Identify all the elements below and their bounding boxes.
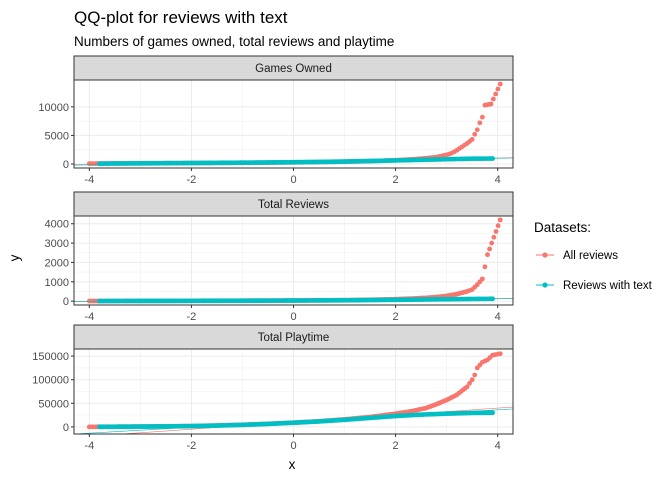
panel-total-playtime: Total Playtime 0 50000 100000 150000 -4 -2 0 2 4 xyxy=(32,324,514,452)
data-point xyxy=(479,276,485,282)
y-tick-label: 0 xyxy=(63,422,69,434)
y-tick-label: 100000 xyxy=(32,375,69,387)
y-tick-label: 0 xyxy=(63,296,69,308)
data-point xyxy=(474,127,480,133)
y-tick-label: 3000 xyxy=(45,238,69,250)
data-point xyxy=(464,384,470,390)
data-point xyxy=(472,131,478,137)
data-point xyxy=(485,252,490,258)
x-tick-label: 0 xyxy=(290,440,296,452)
y-tick-label: 5000 xyxy=(45,130,69,142)
data-point xyxy=(488,101,494,107)
x-tick-label: -4 xyxy=(84,174,94,186)
x-tick-label: -4 xyxy=(84,440,94,452)
legend-entry-reviews-with-text: Reviews with text xyxy=(536,280,653,292)
x-tick-label: -2 xyxy=(187,311,197,323)
series-reviews-with-text xyxy=(74,156,513,167)
chart-title: QQ-plot for reviews with text xyxy=(74,8,288,27)
data-point xyxy=(490,410,495,416)
legend-entries: All reviews Reviews with text xyxy=(536,250,653,292)
data-point xyxy=(497,217,503,223)
chart-subtitle: Numbers of games owned, total reviews an… xyxy=(74,34,394,49)
data-point xyxy=(479,114,485,120)
data-point xyxy=(472,372,478,378)
x-tick-label: -4 xyxy=(84,311,94,323)
data-point xyxy=(469,377,475,383)
y-tick-label: 150000 xyxy=(32,351,69,363)
x-tick-label: 4 xyxy=(495,440,501,452)
series-reviews-with-text xyxy=(74,408,513,434)
data-layer xyxy=(74,217,513,304)
data-point xyxy=(482,264,488,270)
data-point xyxy=(487,246,493,252)
panel-total-reviews: Total Reviews 0 1000 2000 3000 4000 -4 -2 0 2 4 xyxy=(45,191,514,323)
y-tick-label: 10000 xyxy=(38,102,69,114)
x-tick-label: 4 xyxy=(495,174,501,186)
x-tick-label: 0 xyxy=(290,311,296,323)
data-point xyxy=(493,91,499,97)
x-tick-label: 2 xyxy=(393,174,399,186)
legend-title: Datasets: xyxy=(534,220,591,235)
legend-label: Reviews with text xyxy=(563,280,653,292)
x-tick-label: 2 xyxy=(393,311,399,323)
data-point xyxy=(477,120,483,126)
data-point xyxy=(495,223,501,229)
data-point xyxy=(469,137,475,142)
y-axis-title: y xyxy=(7,254,22,261)
panel-games-owned: Games Owned 0 5000 10000 -4 -2 0 2 4 xyxy=(38,55,514,186)
legend-key-point xyxy=(542,252,548,258)
x-tick-label: -2 xyxy=(187,174,197,186)
qq-reference-line xyxy=(74,298,513,302)
strip-total-reviews xyxy=(73,191,514,217)
data-point xyxy=(490,96,496,102)
data-point xyxy=(495,86,501,92)
legend-entry-all-reviews: All reviews xyxy=(536,250,618,262)
x-tick-label: -2 xyxy=(187,440,197,452)
x-tick-label: 0 xyxy=(290,174,296,186)
y-tick-label: 4000 xyxy=(45,219,69,231)
strip-label: Total Playtime xyxy=(258,332,330,344)
legend-label: All reviews xyxy=(563,250,618,262)
x-tick-label: 4 xyxy=(495,311,501,323)
qq-reference-line xyxy=(74,408,513,434)
x-axis-title: x xyxy=(289,457,296,472)
data-layer xyxy=(74,351,513,434)
data-layer xyxy=(74,81,513,167)
data-point xyxy=(493,229,499,234)
qq-reference-line xyxy=(74,157,513,166)
y-tick-label: 50000 xyxy=(38,398,69,410)
panel-border xyxy=(73,215,514,306)
data-point xyxy=(491,234,497,240)
y-tick-label: 2000 xyxy=(45,257,69,269)
series-reviews-with-text xyxy=(74,296,513,304)
y-tick-label: 1000 xyxy=(45,277,69,289)
panel-border xyxy=(73,79,514,169)
panel-border xyxy=(73,348,514,435)
data-point xyxy=(467,380,473,386)
legend-key-point xyxy=(542,282,548,288)
x-tick-label: 2 xyxy=(393,440,399,452)
data-point xyxy=(497,81,503,87)
strip-label: Games Owned xyxy=(255,63,332,75)
y-tick-label: 0 xyxy=(63,159,69,171)
strip-games-owned xyxy=(73,55,514,81)
strip-label: Total Reviews xyxy=(258,199,329,211)
data-point xyxy=(497,351,503,357)
data-point xyxy=(489,240,495,246)
legend: Datasets: All reviews Reviews with text xyxy=(534,220,653,292)
